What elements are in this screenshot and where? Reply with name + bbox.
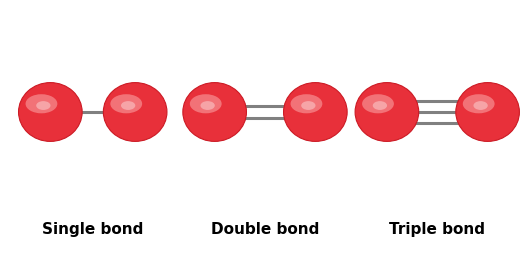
Ellipse shape <box>373 101 387 110</box>
Ellipse shape <box>362 94 394 113</box>
Ellipse shape <box>284 83 347 141</box>
Ellipse shape <box>183 83 246 141</box>
Text: Double bond: Double bond <box>211 222 319 237</box>
Ellipse shape <box>290 94 322 113</box>
Ellipse shape <box>473 101 488 110</box>
Text: Triple bond: Triple bond <box>389 222 485 237</box>
Ellipse shape <box>463 94 494 113</box>
Ellipse shape <box>200 101 215 110</box>
Ellipse shape <box>190 94 222 113</box>
Ellipse shape <box>19 83 82 141</box>
Ellipse shape <box>25 94 57 113</box>
Ellipse shape <box>103 83 167 141</box>
Ellipse shape <box>355 83 419 141</box>
Ellipse shape <box>456 83 519 141</box>
Ellipse shape <box>36 101 50 110</box>
Text: Single bond: Single bond <box>42 222 144 237</box>
Ellipse shape <box>121 101 135 110</box>
Ellipse shape <box>301 101 315 110</box>
Ellipse shape <box>110 94 142 113</box>
